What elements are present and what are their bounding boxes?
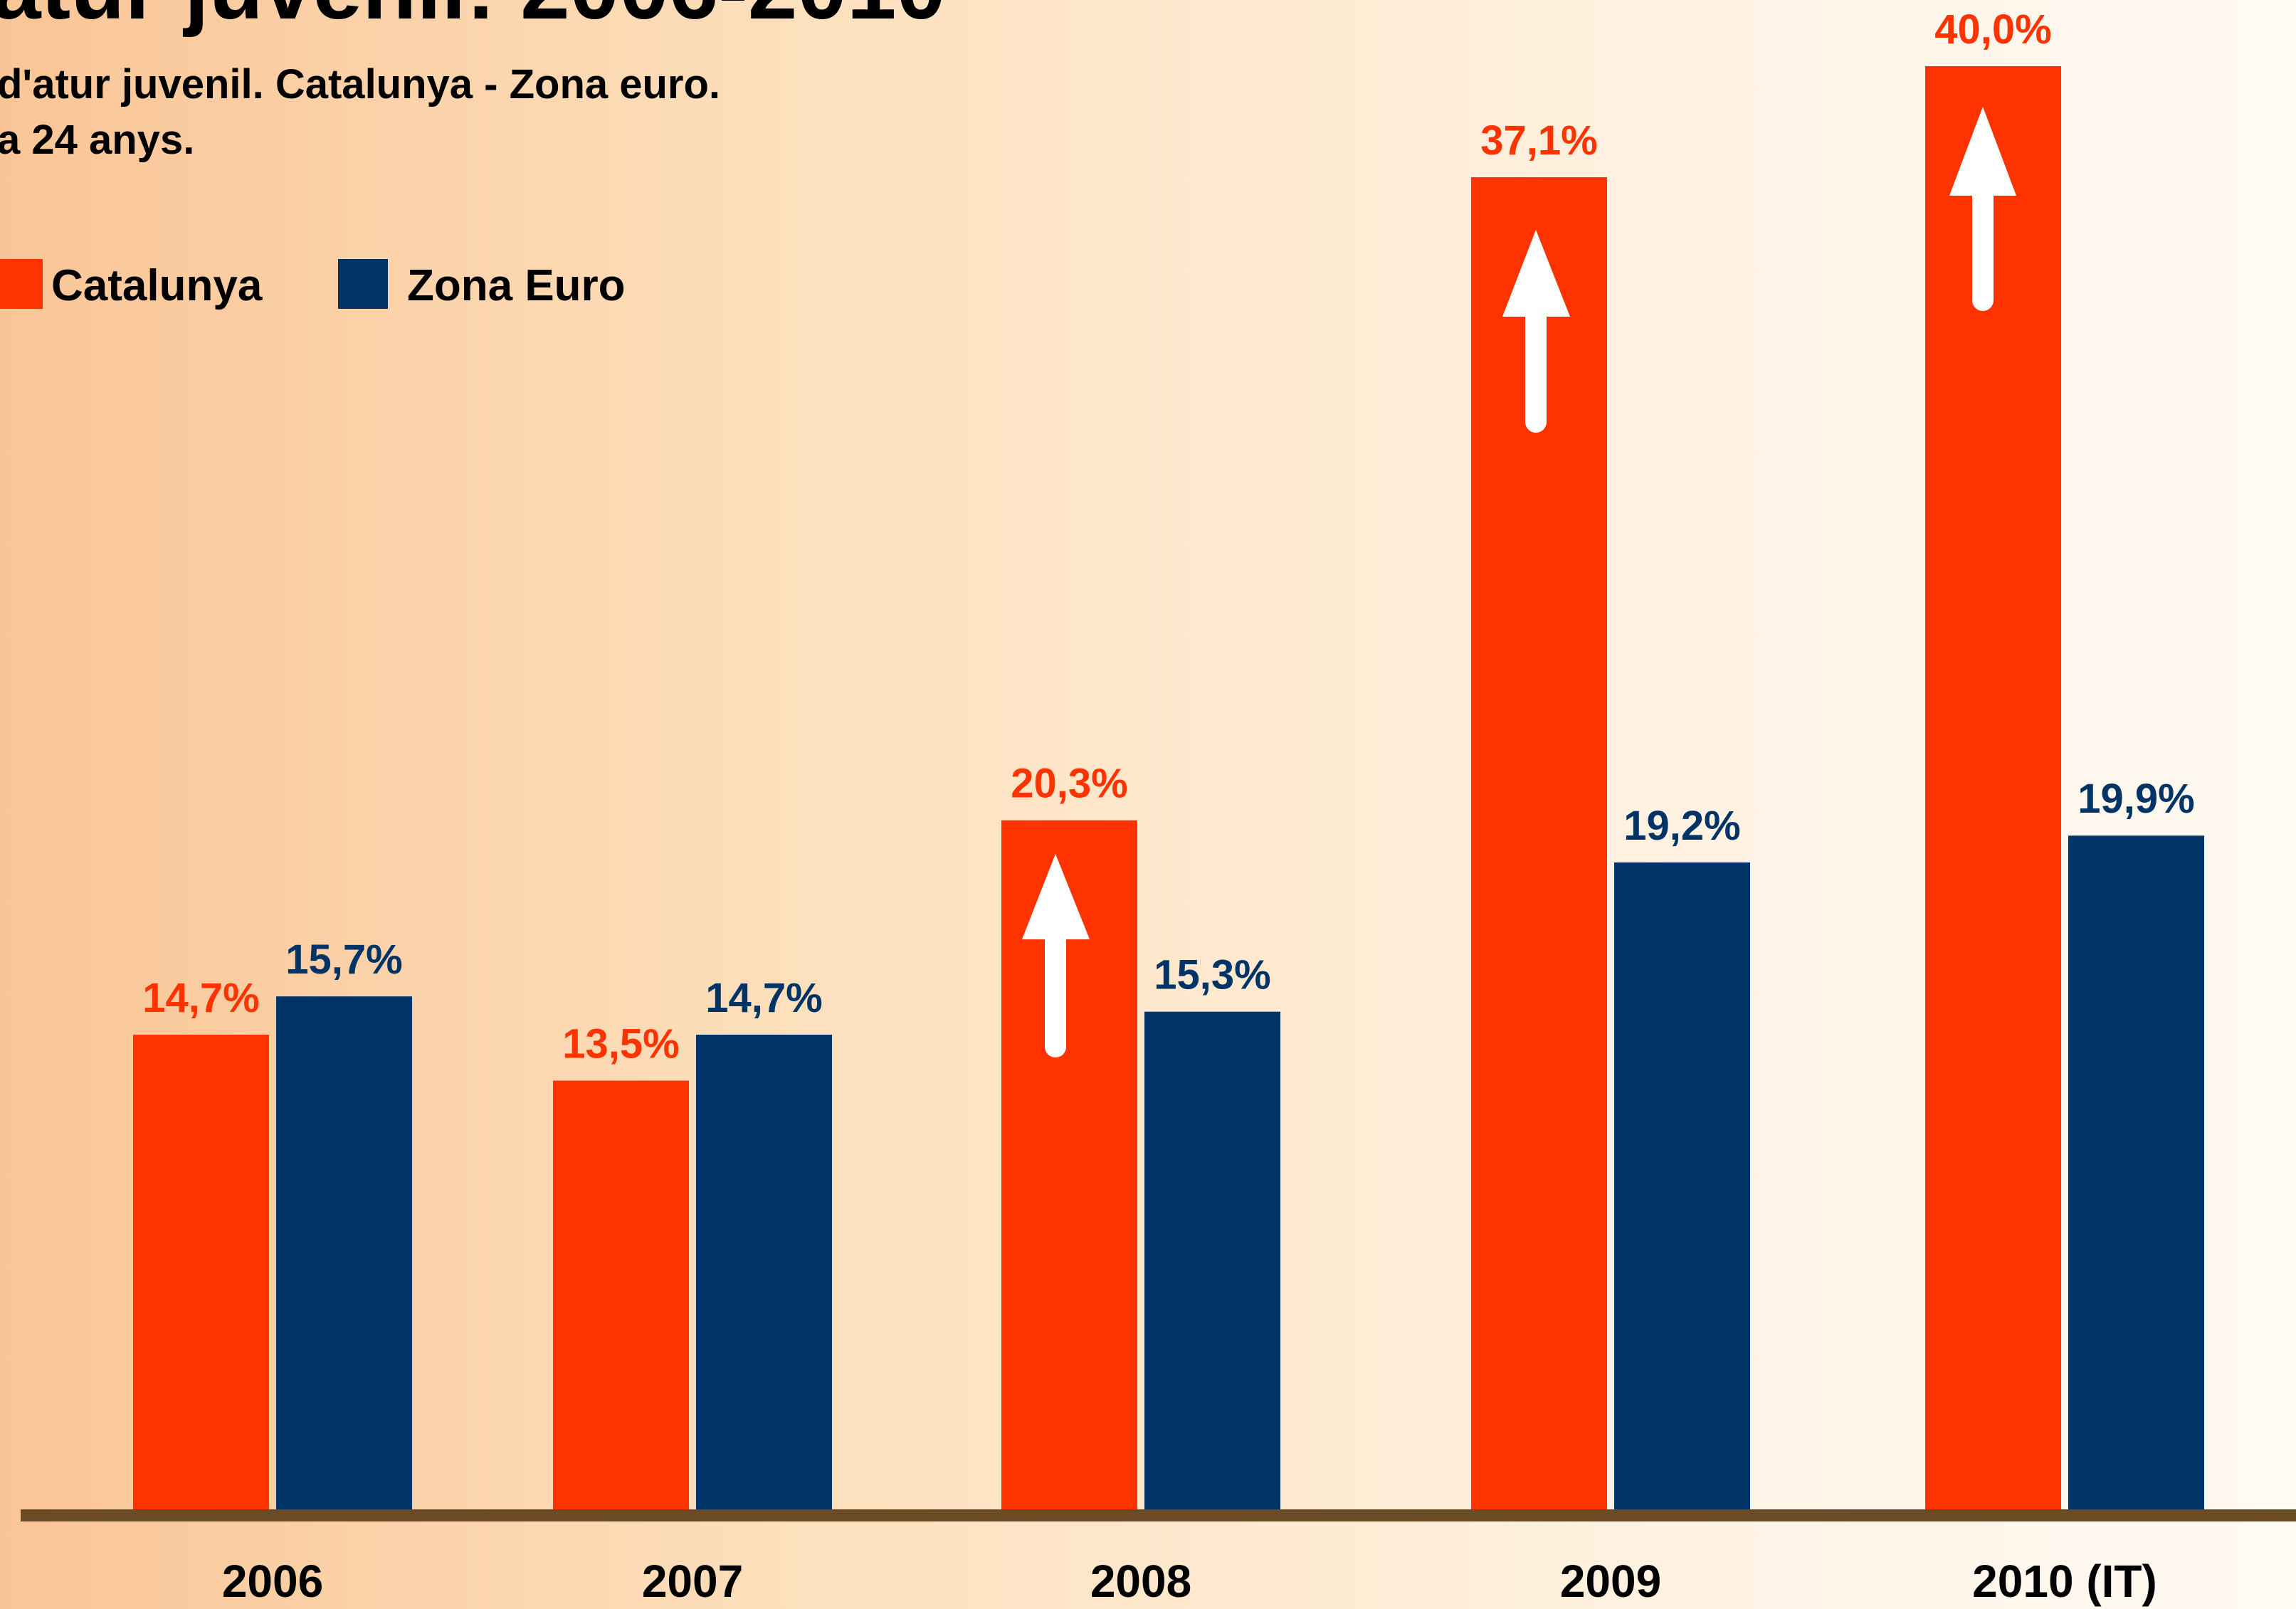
bar xyxy=(1144,1011,1280,1509)
value-label: 15,7% xyxy=(285,937,402,983)
chart-title: atur juvenil: 2006-2010 xyxy=(0,0,946,38)
value-label: 37,1% xyxy=(1480,117,1597,164)
bar xyxy=(696,1034,832,1509)
value-label: 14,7% xyxy=(705,975,822,1021)
value-label: 19,2% xyxy=(1623,803,1740,849)
x-tick-label: 2006 xyxy=(222,1556,323,1607)
arrow-head xyxy=(1022,854,1090,939)
bar xyxy=(553,1080,689,1509)
bar xyxy=(1614,862,1750,1509)
subtitle: a 24 anys. xyxy=(0,117,194,163)
arrow-head xyxy=(1949,107,2016,196)
value-label: 14,7% xyxy=(142,975,259,1021)
legend-label: Zona Euro xyxy=(407,261,626,310)
bar xyxy=(276,996,412,1509)
value-label: 40,0% xyxy=(1934,6,2051,53)
bar xyxy=(1925,66,2061,1509)
x-tick-label: 2008 xyxy=(1090,1556,1191,1607)
arrow-head xyxy=(1502,230,1570,317)
value-label: 13,5% xyxy=(562,1021,679,1067)
arrows xyxy=(1022,107,2016,1057)
value-label: 19,9% xyxy=(2078,776,2194,822)
bar xyxy=(133,1034,269,1509)
x-tick-label: 2007 xyxy=(642,1556,743,1607)
subtitle: d'atur juvenil. Catalunya - Zona euro. xyxy=(0,61,720,107)
legend-swatch xyxy=(338,259,388,309)
x-axis xyxy=(21,1509,2296,1521)
bar xyxy=(2068,835,2204,1509)
x-tick-label: 2009 xyxy=(1560,1556,1661,1607)
value-label: 15,3% xyxy=(1154,952,1270,998)
legend: Catalunya Zona Euro xyxy=(0,259,626,310)
legend-label: Catalunya xyxy=(51,261,263,310)
bars: 2006 2007 2008 2009 2010 (IT) 14,7% 13,5% 20,3%… xyxy=(133,6,2204,1607)
legend-swatch xyxy=(0,259,43,309)
value-label: 20,3% xyxy=(1011,761,1127,807)
x-tick-label: 2010 (IT) xyxy=(1972,1556,2157,1607)
